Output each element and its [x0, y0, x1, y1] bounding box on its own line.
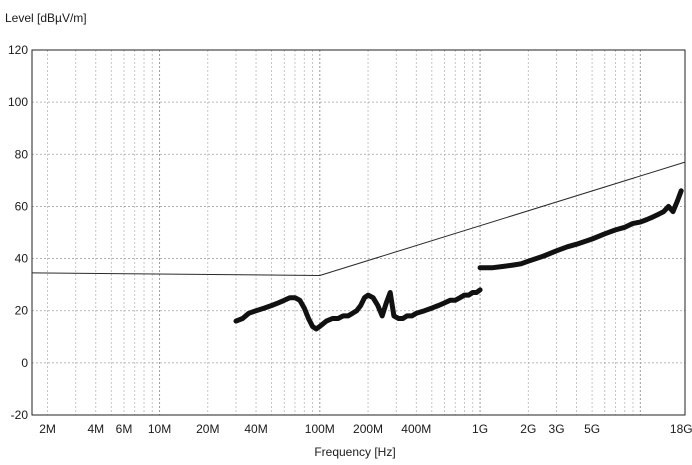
x-tick-label: 10M	[148, 422, 171, 436]
y-tick-label: 40	[15, 252, 29, 266]
limit-line	[31, 161, 686, 276]
x-tick-label: 20M	[196, 422, 219, 436]
x-tick-label: 200M	[353, 422, 383, 436]
x-tick-label: 2G	[520, 422, 536, 436]
y-axis-title: Level [dBµV/m]	[5, 11, 87, 25]
y-tick-label: 60	[15, 199, 29, 213]
measurement-trace	[477, 188, 684, 271]
x-tick-label: 5G	[584, 422, 600, 436]
y-tick-label: 80	[15, 147, 29, 161]
x-tick-label: 4M	[87, 422, 104, 436]
x-tick-label: 2M	[39, 422, 56, 436]
x-tick-label: 400M	[401, 422, 431, 436]
x-tick-label: 3G	[549, 422, 565, 436]
y-tick-label: -20	[11, 408, 29, 422]
measurement-trace	[233, 287, 483, 332]
y-tick-label: 120	[8, 43, 28, 57]
y-tick-label: 100	[8, 95, 28, 109]
y-tick-label: 0	[21, 356, 28, 370]
x-tick-label: 40M	[244, 422, 267, 436]
x-tick-label: 100M	[305, 422, 335, 436]
series-group	[31, 161, 686, 332]
y-tick-label: 20	[15, 304, 29, 318]
y-tick-labels: -20 0 20 40 60 80 100 120	[8, 43, 28, 422]
grid-lines	[32, 49, 685, 416]
plot-area-frame	[31, 49, 686, 416]
x-tick-label: 6M	[116, 422, 133, 436]
x-axis-title: Frequency [Hz]	[314, 445, 395, 459]
x-tick-label: 18G	[670, 422, 692, 436]
x-tick-label: 1G	[472, 422, 488, 436]
x-tick-labels: 2M 4M 6M 10M 20M 40M 100M 200M 400M 1G 2G 3G 5G 18G	[39, 422, 692, 436]
